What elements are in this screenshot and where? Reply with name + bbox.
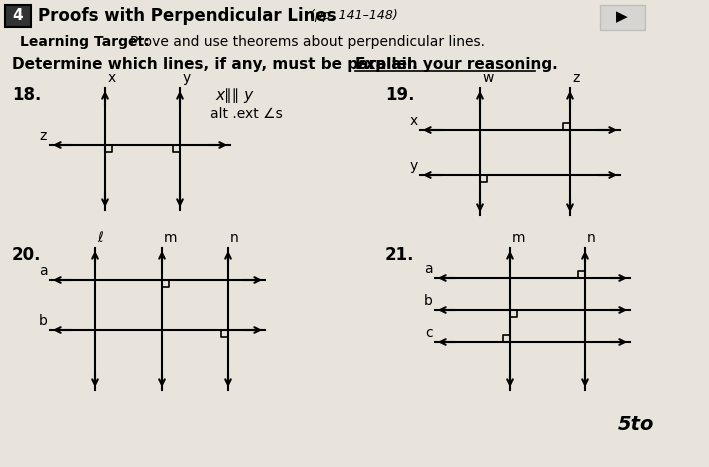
Text: x: x: [108, 71, 116, 85]
Text: alt .ext ∠s: alt .ext ∠s: [210, 107, 283, 121]
Text: 20.: 20.: [12, 246, 42, 264]
Text: Learning Target:: Learning Target:: [20, 35, 150, 49]
Text: ℓ: ℓ: [97, 231, 103, 245]
Text: ▶: ▶: [616, 9, 628, 24]
Text: 18.: 18.: [12, 86, 41, 104]
Text: n: n: [587, 231, 596, 245]
Text: x: x: [410, 114, 418, 128]
Text: a: a: [425, 262, 433, 276]
Text: n: n: [230, 231, 239, 245]
Text: (pp. 141–148): (pp. 141–148): [310, 9, 398, 22]
Text: z: z: [572, 71, 579, 85]
Text: Prove and use theorems about perpendicular lines.: Prove and use theorems about perpendicul…: [130, 35, 485, 49]
Text: 4: 4: [13, 8, 23, 23]
Text: b: b: [424, 294, 433, 308]
Text: 19.: 19.: [385, 86, 415, 104]
Text: Determine which lines, if any, must be parallel.: Determine which lines, if any, must be p…: [12, 57, 423, 72]
Text: b: b: [39, 314, 48, 328]
Text: c: c: [425, 326, 433, 340]
Text: Explain your reasoning.: Explain your reasoning.: [355, 57, 558, 72]
Text: a: a: [40, 264, 48, 278]
Text: w: w: [482, 71, 493, 85]
Bar: [5, 5, 31, 27]
Text: 21.: 21.: [385, 246, 415, 264]
Bar: [600, 5, 645, 30]
Text: x∥∥ y: x∥∥ y: [215, 88, 253, 103]
Text: Proofs with Perpendicular Lines: Proofs with Perpendicular Lines: [38, 7, 337, 25]
Text: z: z: [40, 129, 47, 143]
Text: m: m: [512, 231, 525, 245]
Text: y: y: [410, 159, 418, 173]
Text: m: m: [164, 231, 177, 245]
Text: 5to: 5to: [618, 415, 654, 434]
Text: y: y: [183, 71, 191, 85]
